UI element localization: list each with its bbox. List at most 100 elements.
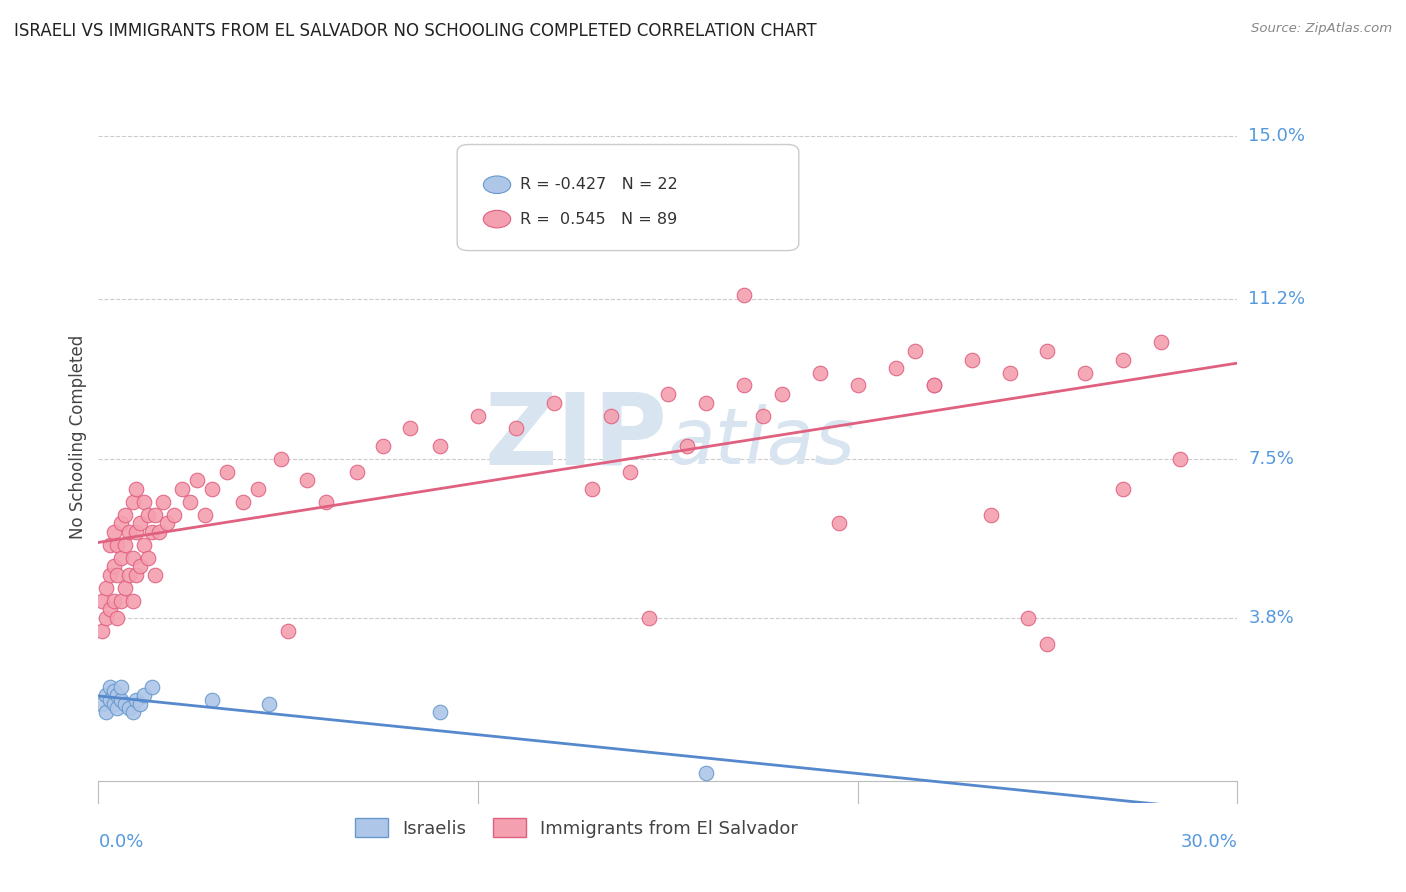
Point xyxy=(429,706,451,720)
Point xyxy=(121,494,143,508)
Point xyxy=(125,482,148,496)
Point xyxy=(922,378,945,392)
Point xyxy=(1112,482,1135,496)
Point xyxy=(125,567,148,582)
Point xyxy=(98,692,121,706)
Point xyxy=(884,361,907,376)
Point xyxy=(259,697,281,711)
Point xyxy=(201,482,224,496)
Text: 11.2%: 11.2% xyxy=(1249,291,1306,309)
Point xyxy=(114,538,136,552)
Point xyxy=(429,439,451,453)
Text: R =  0.545   N = 89: R = 0.545 N = 89 xyxy=(520,211,678,227)
Point xyxy=(98,680,121,694)
Point xyxy=(132,538,155,552)
Text: ISRAELI VS IMMIGRANTS FROM EL SALVADOR NO SCHOOLING COMPLETED CORRELATION CHART: ISRAELI VS IMMIGRANTS FROM EL SALVADOR N… xyxy=(14,22,817,40)
Point xyxy=(107,538,129,552)
Point xyxy=(141,680,163,694)
Point xyxy=(110,516,132,530)
Point xyxy=(201,692,224,706)
Text: atlas: atlas xyxy=(668,404,856,480)
Point xyxy=(676,439,699,453)
Point xyxy=(110,593,132,607)
Point xyxy=(1018,611,1040,625)
Point xyxy=(121,550,143,565)
Point xyxy=(107,567,129,582)
Text: 30.0%: 30.0% xyxy=(1181,833,1237,851)
Point xyxy=(638,611,661,625)
Point xyxy=(695,765,717,780)
Text: Source: ZipAtlas.com: Source: ZipAtlas.com xyxy=(1251,22,1392,36)
Point xyxy=(1036,637,1059,651)
FancyBboxPatch shape xyxy=(457,145,799,251)
Point xyxy=(505,421,527,435)
Point xyxy=(114,508,136,522)
Point xyxy=(960,352,983,367)
Point xyxy=(129,516,152,530)
Point xyxy=(1036,344,1059,359)
Point xyxy=(132,494,155,508)
Point xyxy=(125,692,148,706)
Point xyxy=(132,688,155,702)
Point xyxy=(186,473,208,487)
Point xyxy=(129,697,152,711)
Point xyxy=(107,688,129,702)
Point xyxy=(110,550,132,565)
Text: 3.8%: 3.8% xyxy=(1249,608,1294,627)
Point xyxy=(103,559,125,574)
Point xyxy=(121,593,143,607)
Text: 15.0%: 15.0% xyxy=(1249,127,1305,145)
Point xyxy=(118,567,141,582)
Point xyxy=(114,697,136,711)
Point xyxy=(107,611,129,625)
Point xyxy=(145,508,167,522)
Point xyxy=(543,395,565,409)
Point xyxy=(103,697,125,711)
Point xyxy=(194,508,217,522)
Point xyxy=(148,524,170,539)
Point xyxy=(98,602,121,616)
Point xyxy=(270,451,292,466)
Legend: Israelis, Immigrants from El Salvador: Israelis, Immigrants from El Salvador xyxy=(349,811,806,845)
Point xyxy=(695,395,717,409)
Point xyxy=(752,409,775,423)
Point xyxy=(297,473,319,487)
Point xyxy=(94,581,117,595)
Point xyxy=(217,465,239,479)
Point xyxy=(103,593,125,607)
Point xyxy=(619,465,641,479)
Point xyxy=(91,593,114,607)
Point xyxy=(121,706,143,720)
Point xyxy=(467,409,489,423)
Point xyxy=(94,688,117,702)
Point xyxy=(733,288,755,302)
Point xyxy=(246,482,269,496)
Text: 0.0%: 0.0% xyxy=(98,833,143,851)
Point xyxy=(1074,366,1097,380)
Point xyxy=(145,567,167,582)
Point xyxy=(232,494,254,508)
Point xyxy=(828,516,851,530)
Point xyxy=(94,706,117,720)
Point xyxy=(998,366,1021,380)
Point xyxy=(846,378,869,392)
Point xyxy=(904,344,927,359)
Point xyxy=(600,409,623,423)
Text: 7.5%: 7.5% xyxy=(1249,450,1295,467)
Point xyxy=(346,465,368,479)
Point xyxy=(114,581,136,595)
Point xyxy=(398,421,420,435)
Point xyxy=(118,701,141,715)
Point xyxy=(1170,451,1192,466)
Point xyxy=(94,611,117,625)
Point xyxy=(770,387,793,401)
Point xyxy=(152,494,174,508)
Point xyxy=(110,692,132,706)
Point xyxy=(107,701,129,715)
Point xyxy=(733,378,755,392)
Point xyxy=(315,494,337,508)
Point xyxy=(110,680,132,694)
Circle shape xyxy=(484,211,510,227)
Point xyxy=(156,516,179,530)
Point xyxy=(91,697,114,711)
